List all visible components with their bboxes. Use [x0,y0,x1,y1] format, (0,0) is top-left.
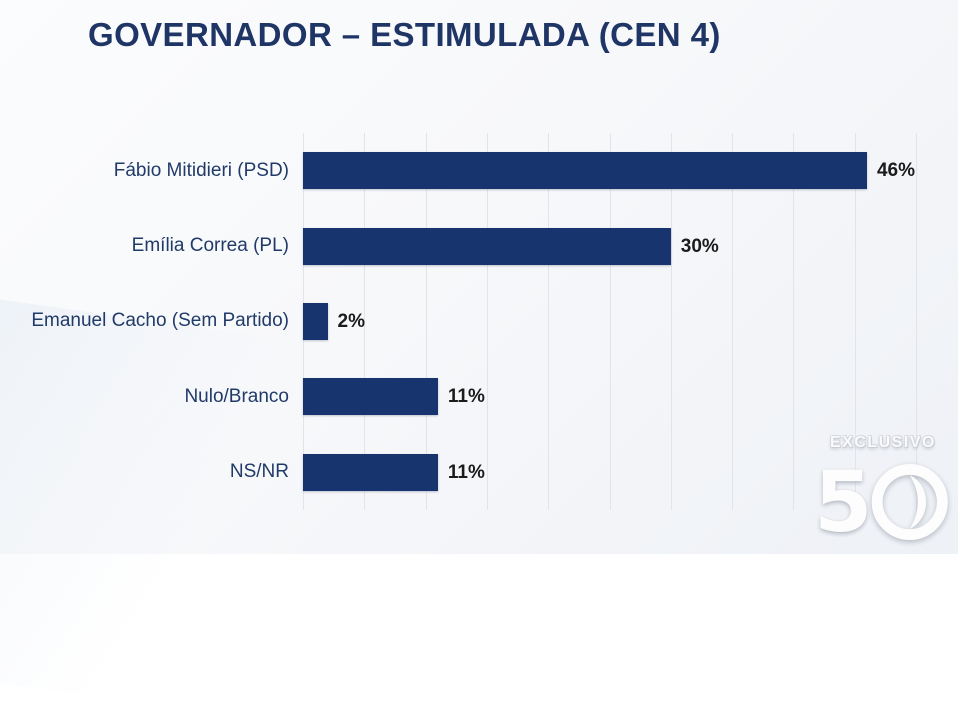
bar-track: 2% [303,302,916,340]
category-label: Emília Correa (PL) [131,235,289,257]
slide-background: GOVERNADOR – ESTIMULADA (CEN 4) Fábio Mi… [0,0,958,554]
gridline [425,133,427,510]
category-label: Emanuel Cacho (Sem Partido) [31,310,289,332]
bar [303,152,867,190]
value-label: 11% [447,461,485,483]
bar-track: 30% [303,227,916,265]
bar-track: 46% [303,152,916,190]
bar-row: NS/NR 11% [0,435,916,510]
gridline [548,133,550,510]
value-label: 46% [876,160,915,182]
bar [303,227,671,265]
category-label: Nulo/Branco [184,385,289,407]
page-title: GOVERNADOR – ESTIMULADA (CEN 4) [88,16,721,53]
bar-row: Emanuel Cacho (Sem Partido) 2% [0,284,916,359]
gridline [364,133,366,510]
bar [303,453,438,491]
bar-track: 11% [303,453,916,491]
bar-row: Emília Correa (PL) 30% [0,208,916,283]
gridline [609,133,611,510]
category-label: Fábio Mitidieri (PSD) [113,159,289,181]
gridline [486,133,488,510]
gridline [732,133,734,510]
gridline [670,133,672,510]
value-label: 30% [680,235,719,257]
value-label: 2% [337,310,365,332]
gridline [793,133,795,510]
bar-row: Fábio Mitidieri (PSD) 46% [0,133,916,208]
gridline [916,133,917,510]
category-label: NS/NR [229,461,289,483]
bar-chart: Fábio Mitidieri (PSD) 46% Emília Correa … [0,133,916,510]
bar [303,378,438,416]
gridline [854,133,856,510]
bar-track: 11% [303,378,916,416]
bar [303,302,328,340]
bar-row: Nulo/Branco 11% [0,359,916,434]
value-label: 11% [447,386,485,408]
